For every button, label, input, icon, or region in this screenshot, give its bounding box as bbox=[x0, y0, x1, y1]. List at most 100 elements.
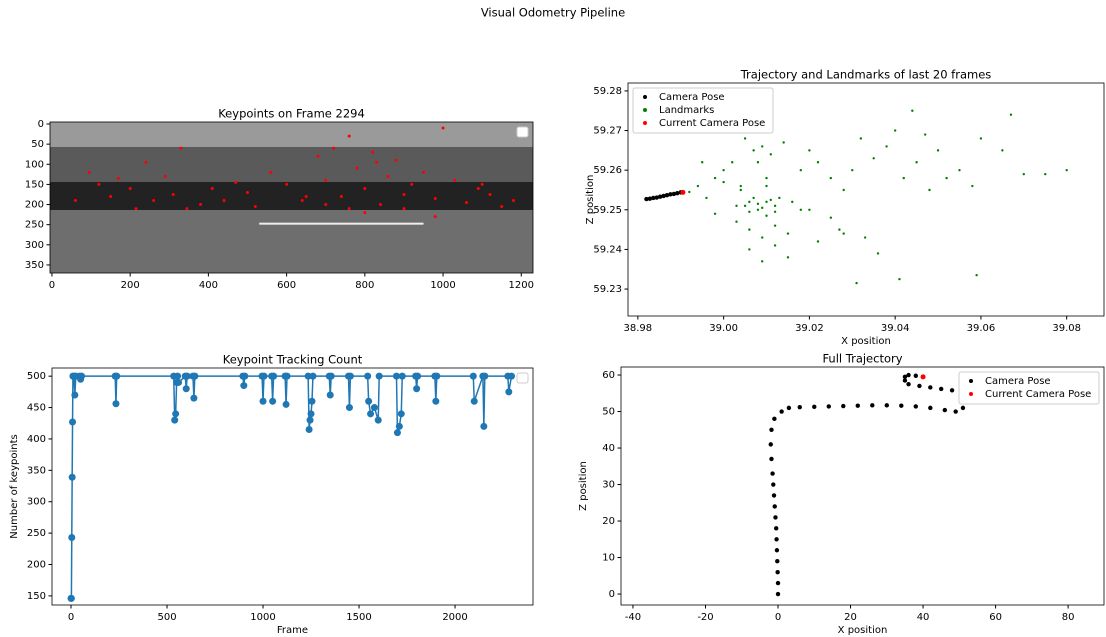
point bbox=[761, 260, 764, 263]
point bbox=[410, 182, 414, 186]
point bbox=[374, 416, 382, 424]
point bbox=[661, 193, 666, 199]
point bbox=[234, 180, 238, 184]
point bbox=[282, 400, 290, 408]
point bbox=[748, 210, 751, 213]
point bbox=[756, 208, 760, 212]
point bbox=[481, 372, 489, 380]
point bbox=[705, 196, 708, 200]
point bbox=[179, 146, 183, 150]
axes-frame bbox=[627, 82, 1105, 317]
point bbox=[859, 137, 863, 140]
legend-label: Camera Pose bbox=[659, 92, 725, 103]
point bbox=[797, 404, 802, 410]
point bbox=[906, 372, 911, 378]
point bbox=[183, 372, 191, 380]
point bbox=[402, 207, 406, 211]
point bbox=[826, 404, 831, 409]
point bbox=[722, 180, 725, 184]
point bbox=[756, 161, 760, 164]
point bbox=[386, 174, 390, 178]
point bbox=[688, 190, 691, 194]
point bbox=[872, 157, 875, 160]
point bbox=[971, 184, 974, 188]
point bbox=[664, 192, 670, 198]
point bbox=[283, 372, 291, 380]
point bbox=[421, 170, 425, 174]
point bbox=[915, 161, 918, 164]
point bbox=[346, 372, 354, 380]
point bbox=[144, 160, 148, 164]
point bbox=[778, 196, 781, 200]
point bbox=[765, 176, 768, 180]
x-tick-label: 39.06 bbox=[967, 323, 996, 334]
x-tick-label: 800 bbox=[355, 280, 374, 291]
point bbox=[394, 158, 398, 162]
x-tick-label: 80 bbox=[1062, 612, 1075, 623]
point bbox=[775, 580, 781, 586]
y-tick-label: 50 bbox=[31, 139, 44, 150]
point bbox=[773, 515, 778, 520]
point bbox=[371, 150, 375, 154]
point bbox=[816, 240, 820, 243]
point bbox=[765, 214, 768, 217]
axes-frame bbox=[49, 121, 534, 274]
point bbox=[731, 161, 734, 164]
point bbox=[73, 199, 77, 203]
point bbox=[175, 378, 183, 386]
point bbox=[339, 194, 343, 198]
point bbox=[748, 228, 751, 231]
point bbox=[240, 382, 248, 390]
point bbox=[949, 388, 955, 393]
x-tick-label: 39.00 bbox=[709, 323, 738, 334]
point bbox=[942, 407, 948, 413]
point bbox=[893, 129, 897, 132]
legend-marker bbox=[969, 392, 973, 396]
y-tick-label: 59.28 bbox=[593, 86, 622, 97]
point bbox=[367, 410, 375, 418]
legend-box bbox=[958, 371, 1100, 405]
point bbox=[829, 176, 833, 180]
y-tick-label: 250 bbox=[25, 220, 44, 231]
point bbox=[465, 201, 469, 205]
point bbox=[393, 429, 401, 437]
point bbox=[480, 182, 484, 186]
point bbox=[772, 416, 777, 422]
point bbox=[885, 145, 888, 148]
point bbox=[363, 186, 367, 190]
point bbox=[222, 199, 226, 203]
x-tick-label: 1500 bbox=[346, 612, 371, 623]
x-tick-label: 200 bbox=[121, 280, 140, 291]
x-tick-label: 0 bbox=[775, 612, 781, 623]
point bbox=[855, 281, 858, 285]
x-tick-label: 600 bbox=[277, 280, 296, 291]
x-tick-label: -20 bbox=[697, 612, 713, 623]
point bbox=[735, 204, 738, 208]
point bbox=[68, 534, 76, 542]
point bbox=[713, 212, 717, 215]
x-tick-label: 2000 bbox=[442, 612, 467, 623]
y-tick-label: 40 bbox=[602, 443, 615, 454]
point bbox=[324, 178, 328, 182]
y-tick-label: 0 bbox=[609, 589, 615, 600]
point bbox=[771, 482, 776, 487]
point bbox=[808, 149, 811, 152]
point bbox=[78, 372, 86, 380]
y-tick-label: 10 bbox=[602, 553, 615, 564]
legend-label: Current Camera Pose bbox=[659, 118, 765, 129]
point bbox=[71, 391, 79, 399]
point bbox=[172, 410, 180, 418]
y-tick-label: 30 bbox=[602, 480, 615, 491]
point bbox=[899, 403, 904, 408]
point bbox=[67, 594, 75, 602]
point bbox=[748, 248, 751, 251]
point bbox=[960, 405, 966, 411]
x-tick-label: 1200 bbox=[509, 280, 534, 291]
point bbox=[134, 207, 138, 211]
y-tick-label: 450 bbox=[27, 403, 46, 414]
point bbox=[1022, 172, 1026, 176]
point bbox=[507, 372, 515, 380]
point bbox=[113, 372, 121, 380]
point bbox=[842, 188, 845, 192]
point bbox=[953, 409, 958, 414]
